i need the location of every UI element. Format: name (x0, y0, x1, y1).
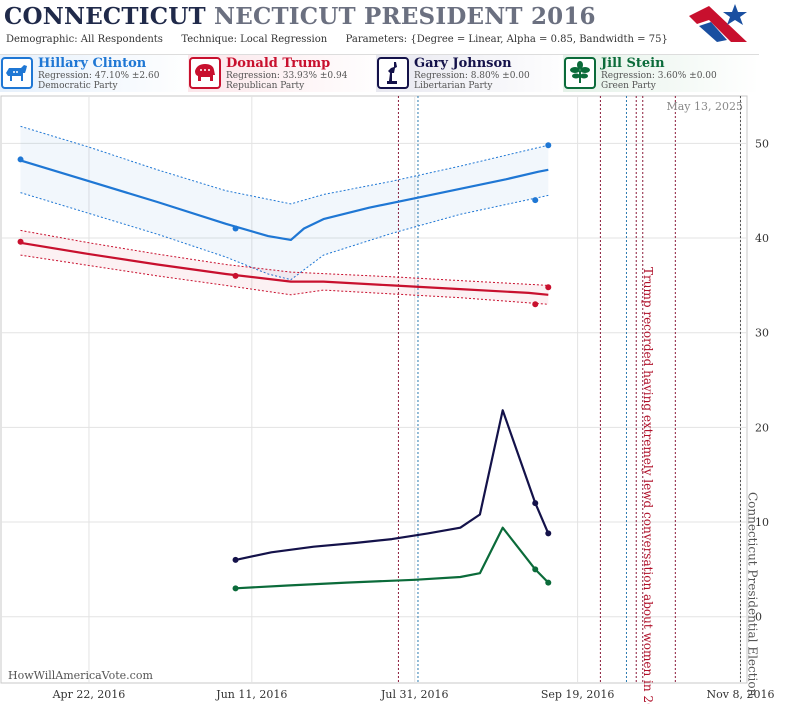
candidate-name: Donald Trump (226, 56, 331, 71)
confidence-lower-line (20, 192, 549, 281)
series-line (235, 526, 550, 590)
y-tick-label: 20 (755, 421, 769, 434)
donkey-icon (1, 57, 33, 89)
statue-of-liberty-icon (377, 57, 409, 89)
candidate-card-stein: Jill Stein Regression: 3.60% ±0.00 Green… (563, 54, 759, 92)
x-tick-label: Jul 31, 2016 (380, 688, 449, 701)
poll-point (232, 556, 239, 563)
page-title: CONNECTICUT NECTICUT PRESIDENT 2016 (4, 3, 596, 30)
candidate-party: Libertarian Party (414, 81, 493, 91)
candidate-regression: Regression: 33.93% ±0.94 (226, 71, 348, 81)
poll-point (545, 142, 552, 149)
y-tick-label: 30 (755, 327, 769, 340)
site-watermark: HowWillAmericaVote.com (8, 669, 153, 682)
technique-value: Local Regression (240, 34, 328, 45)
date-stamp: May 13, 2025 (666, 100, 743, 113)
poll-point (545, 530, 552, 537)
poll-point (545, 284, 552, 291)
series-line (20, 159, 549, 241)
x-tick-label: Sep 19, 2016 (541, 688, 615, 701)
candidate-name: Jill Stein (601, 56, 665, 71)
y-tick-label: 40 (755, 232, 769, 245)
site-logo (689, 4, 747, 42)
elephant-icon (189, 57, 221, 89)
poll-point (17, 238, 24, 245)
y-tick-label: 0 (755, 611, 762, 624)
y-tick-label: 10 (755, 516, 769, 529)
poll-point (17, 156, 24, 163)
parameters-value: {Degree = Linear, Alpha = 0.85, Bandwidt… (410, 34, 668, 45)
confidence-upper-line (20, 229, 549, 286)
poll-point (532, 500, 539, 507)
demographic-label: Demographic: (6, 34, 78, 45)
candidate-card-trump: Donald Trump Regression: 33.93% ±0.94 Re… (188, 54, 384, 92)
candidate-party: Democratic Party (38, 81, 118, 91)
parameters-label: Parameters: (345, 34, 408, 45)
candidate-regression: Regression: 47.10% ±2.60 (38, 71, 160, 81)
candidate-card-johnson: Gary Johnson Regression: 8.80% ±0.00 Lib… (376, 54, 572, 92)
candidate-party: Green Party (601, 81, 656, 91)
poll-point (545, 579, 552, 586)
event-annotation: Connecticut Presidential Election (745, 492, 759, 697)
poll-point (532, 301, 539, 308)
series-line (235, 409, 550, 561)
confidence-lower-line (20, 254, 549, 305)
candidate-regression: Regression: 3.60% ±0.00 (601, 71, 717, 81)
candidate-name: Gary Johnson (414, 56, 512, 71)
title-state: CONNECTICUT (4, 3, 206, 30)
x-tick-label: Apr 22, 2016 (52, 688, 126, 701)
candidate-name: Hillary Clinton (38, 56, 147, 71)
y-tick-label: 50 (755, 137, 769, 150)
poll-point (532, 566, 539, 573)
event-annotation: Trump recorded having extremely lewd con… (641, 267, 655, 704)
poll-point (232, 585, 239, 592)
poll-point (232, 225, 239, 232)
parameters-line: Demographic: All Respondents Technique: … (6, 34, 668, 45)
x-tick-label: Jun 11, 2016 (215, 688, 287, 701)
confidence-band (20, 126, 549, 280)
plot-frame (0, 95, 748, 684)
candidate-card-clinton: Hillary Clinton Regression: 47.10% ±2.60… (0, 54, 196, 92)
poll-point (532, 197, 539, 204)
leaf-icon (564, 57, 596, 89)
candidate-regression: Regression: 8.80% ±0.00 (414, 71, 530, 81)
title-race: NECTICUT PRESIDENT 2016 (214, 3, 596, 30)
confidence-upper-line (20, 125, 549, 205)
series-line (20, 241, 549, 296)
candidate-party: Republican Party (226, 81, 305, 91)
x-tick-label: Nov 8, 2016 (707, 688, 775, 701)
demographic-value: All Respondents (80, 34, 163, 45)
poll-point (232, 272, 239, 279)
technique-label: Technique: (181, 34, 237, 45)
